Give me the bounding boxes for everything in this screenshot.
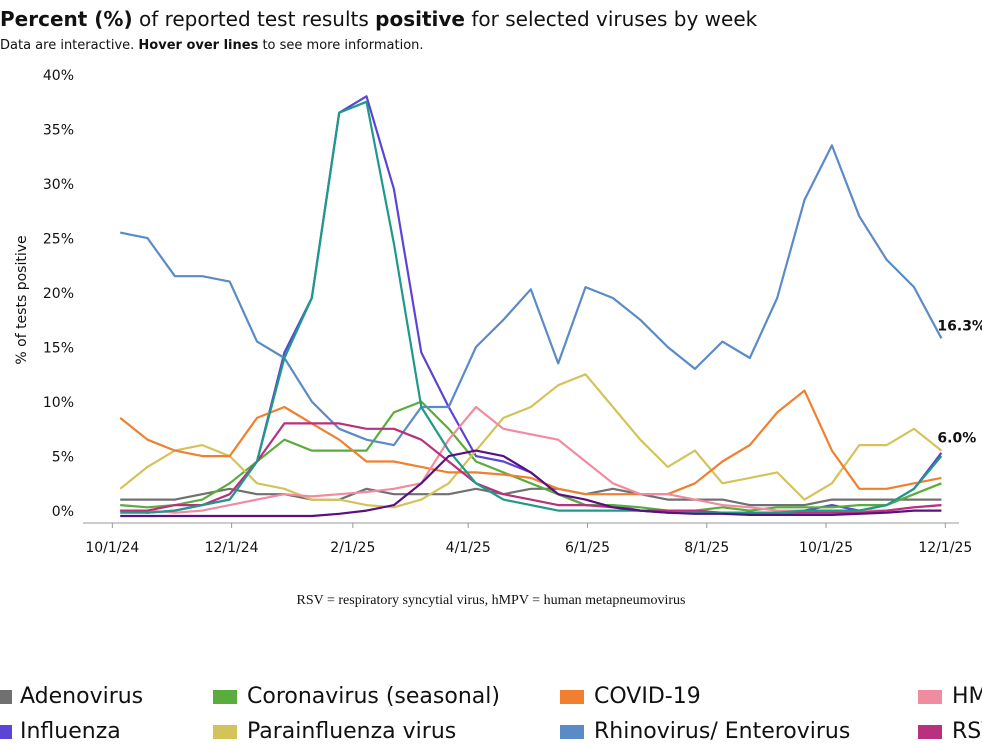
end-label: 16.3%: [937, 318, 982, 334]
series-line: [119, 373, 943, 509]
legend-swatch: [560, 690, 584, 704]
legend-swatch: [0, 725, 12, 739]
x-tick-label: 10/1/24: [85, 540, 139, 556]
legend-label: Adenovirus: [20, 684, 143, 709]
legend-swatch: [213, 690, 237, 704]
series-line: [120, 100, 943, 514]
legend-label: COVID-19: [594, 684, 701, 709]
legend-label: Rhinovirus/ Enterovirus: [594, 719, 850, 744]
x-tick-label: 12/1/25: [918, 540, 972, 556]
y-tick-label: 0%: [52, 504, 74, 520]
x-tick-label: 12/1/24: [205, 540, 259, 556]
chart-subtitle: Data are interactive. Hover over lines t…: [0, 38, 424, 53]
x-tick-label: 6/1/25: [565, 540, 610, 556]
subtitle-part: Data are interactive.: [0, 38, 138, 53]
y-tick-label: 25%: [43, 232, 74, 248]
x-tick-label: 10/1/25: [799, 540, 853, 556]
x-tick-label: 2/1/25: [330, 540, 375, 556]
title-part: Percent (%): [0, 7, 133, 31]
legend-label: Parainfluenza virus: [247, 719, 456, 744]
legend-swatch: [560, 725, 584, 739]
legend-label: HMPV: [952, 684, 982, 709]
legend-swatch: [918, 725, 942, 739]
title-part: of reported test results: [133, 7, 376, 31]
series-line: [120, 400, 942, 512]
series-line: [120, 487, 942, 507]
x-tick-label: 8/1/25: [684, 540, 729, 556]
footnote: RSV = respiratory syncytial virus, hMPV …: [297, 593, 686, 608]
series-line: [119, 144, 943, 447]
series-line: [119, 389, 942, 496]
y-tick-label: 5%: [52, 450, 74, 466]
y-tick-label: 30%: [43, 177, 74, 193]
legend-label: Influenza: [20, 719, 121, 744]
y-tick-label: 10%: [43, 395, 74, 411]
subtitle-part: to see more information.: [258, 38, 423, 53]
chart-title: Percent (%) of reported test results pos…: [0, 7, 758, 31]
title-part: positive: [375, 7, 465, 31]
legend-swatch: [0, 690, 12, 704]
y-tick-label: 35%: [43, 123, 74, 139]
legend-label: RSV: [952, 719, 982, 744]
y-axis-label: % of tests positive: [14, 235, 30, 364]
legend-swatch: [918, 690, 942, 704]
title-part: for selected viruses by week: [465, 7, 758, 31]
end-label: 6.0%: [937, 431, 976, 447]
x-tick-label: 4/1/25: [446, 540, 491, 556]
series-line: [120, 95, 943, 514]
y-tick-label: 15%: [43, 341, 74, 357]
subtitle-part: Hover over lines: [138, 38, 258, 53]
y-tick-label: 40%: [43, 68, 74, 84]
legend-swatch: [213, 725, 237, 739]
legend-label: Coronavirus (seasonal): [247, 684, 500, 709]
series-line: [120, 449, 942, 518]
y-tick-label: 20%: [43, 286, 74, 302]
